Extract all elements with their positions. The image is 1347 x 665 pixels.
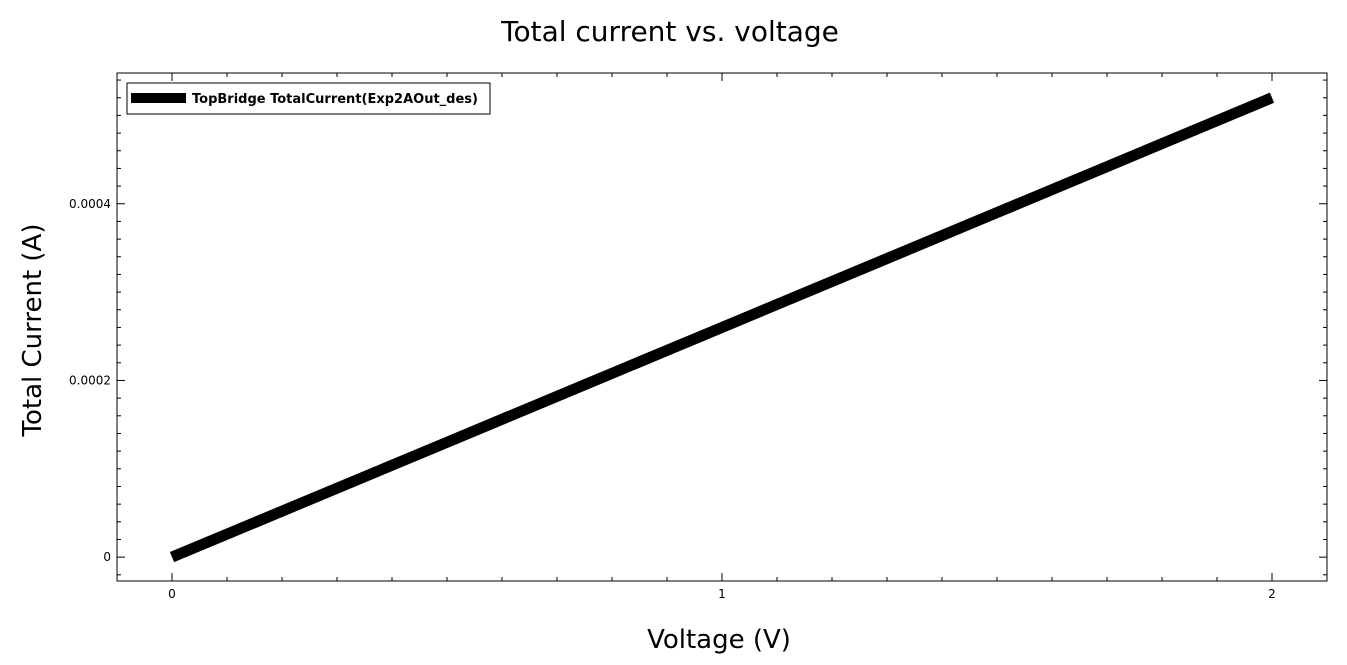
legend: TopBridge TotalCurrent(Exp2AOut_des) — [126, 82, 491, 115]
y-axis-ticks: 0 0.0002 0.0004 — [69, 79, 1327, 576]
x-tick-label: 2 — [1268, 587, 1276, 601]
y-tick-label: 0.0004 — [69, 197, 111, 211]
y-tick-label: 0 — [103, 550, 111, 564]
x-tick-label: 0 — [168, 587, 176, 601]
series-line — [169, 92, 1275, 563]
x-tick-label: 1 — [718, 587, 726, 601]
series-group — [169, 92, 1275, 563]
x-axis-label: Voltage (V) — [647, 625, 791, 655]
chart-title: Total current vs. voltage — [500, 15, 839, 48]
x-axis-ticks: 0 1 2 — [116, 73, 1328, 601]
y-axis-label: Total Current (A) — [18, 224, 48, 438]
y-tick-label: 0.0002 — [69, 373, 111, 387]
legend-entry-label: TopBridge TotalCurrent(Exp2AOut_des) — [192, 92, 478, 107]
legend-box — [126, 82, 491, 115]
